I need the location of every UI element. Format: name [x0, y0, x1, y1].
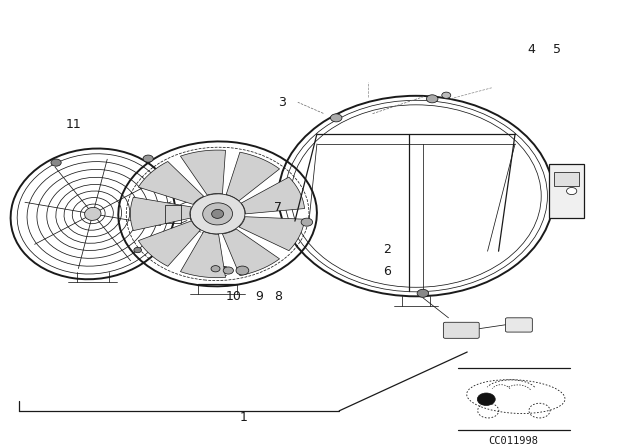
Text: 11: 11 — [66, 118, 81, 131]
Circle shape — [566, 187, 577, 194]
Polygon shape — [239, 217, 305, 251]
Bar — [554, 172, 579, 186]
Circle shape — [442, 92, 451, 99]
Text: 10: 10 — [226, 290, 241, 303]
Text: 4: 4 — [527, 43, 535, 56]
Text: 7: 7 — [275, 201, 282, 214]
Bar — [548, 164, 584, 218]
Circle shape — [477, 393, 495, 405]
Ellipse shape — [203, 203, 232, 225]
Circle shape — [426, 95, 438, 103]
Circle shape — [223, 267, 234, 274]
Circle shape — [143, 155, 154, 162]
Circle shape — [236, 266, 249, 275]
Text: 1: 1 — [239, 411, 247, 424]
Polygon shape — [223, 229, 280, 276]
Polygon shape — [226, 152, 280, 201]
Polygon shape — [138, 161, 204, 204]
Ellipse shape — [84, 207, 101, 220]
Circle shape — [330, 114, 342, 122]
FancyBboxPatch shape — [444, 322, 479, 338]
Text: 2: 2 — [383, 243, 391, 256]
Polygon shape — [241, 177, 305, 214]
Circle shape — [301, 218, 312, 226]
Text: 8: 8 — [275, 290, 282, 303]
FancyBboxPatch shape — [506, 318, 532, 332]
Text: 6: 6 — [383, 265, 391, 278]
Text: 9: 9 — [255, 290, 263, 303]
Bar — [164, 205, 180, 223]
Polygon shape — [131, 197, 191, 231]
Text: 5: 5 — [553, 43, 561, 56]
Text: CC011998: CC011998 — [488, 436, 539, 446]
Circle shape — [417, 289, 429, 297]
Text: 3: 3 — [278, 96, 285, 109]
Circle shape — [134, 247, 141, 253]
Circle shape — [211, 266, 220, 272]
Polygon shape — [180, 150, 225, 195]
Ellipse shape — [190, 194, 245, 234]
Polygon shape — [138, 221, 200, 266]
Circle shape — [51, 159, 61, 166]
Ellipse shape — [212, 209, 223, 218]
Polygon shape — [180, 232, 225, 278]
